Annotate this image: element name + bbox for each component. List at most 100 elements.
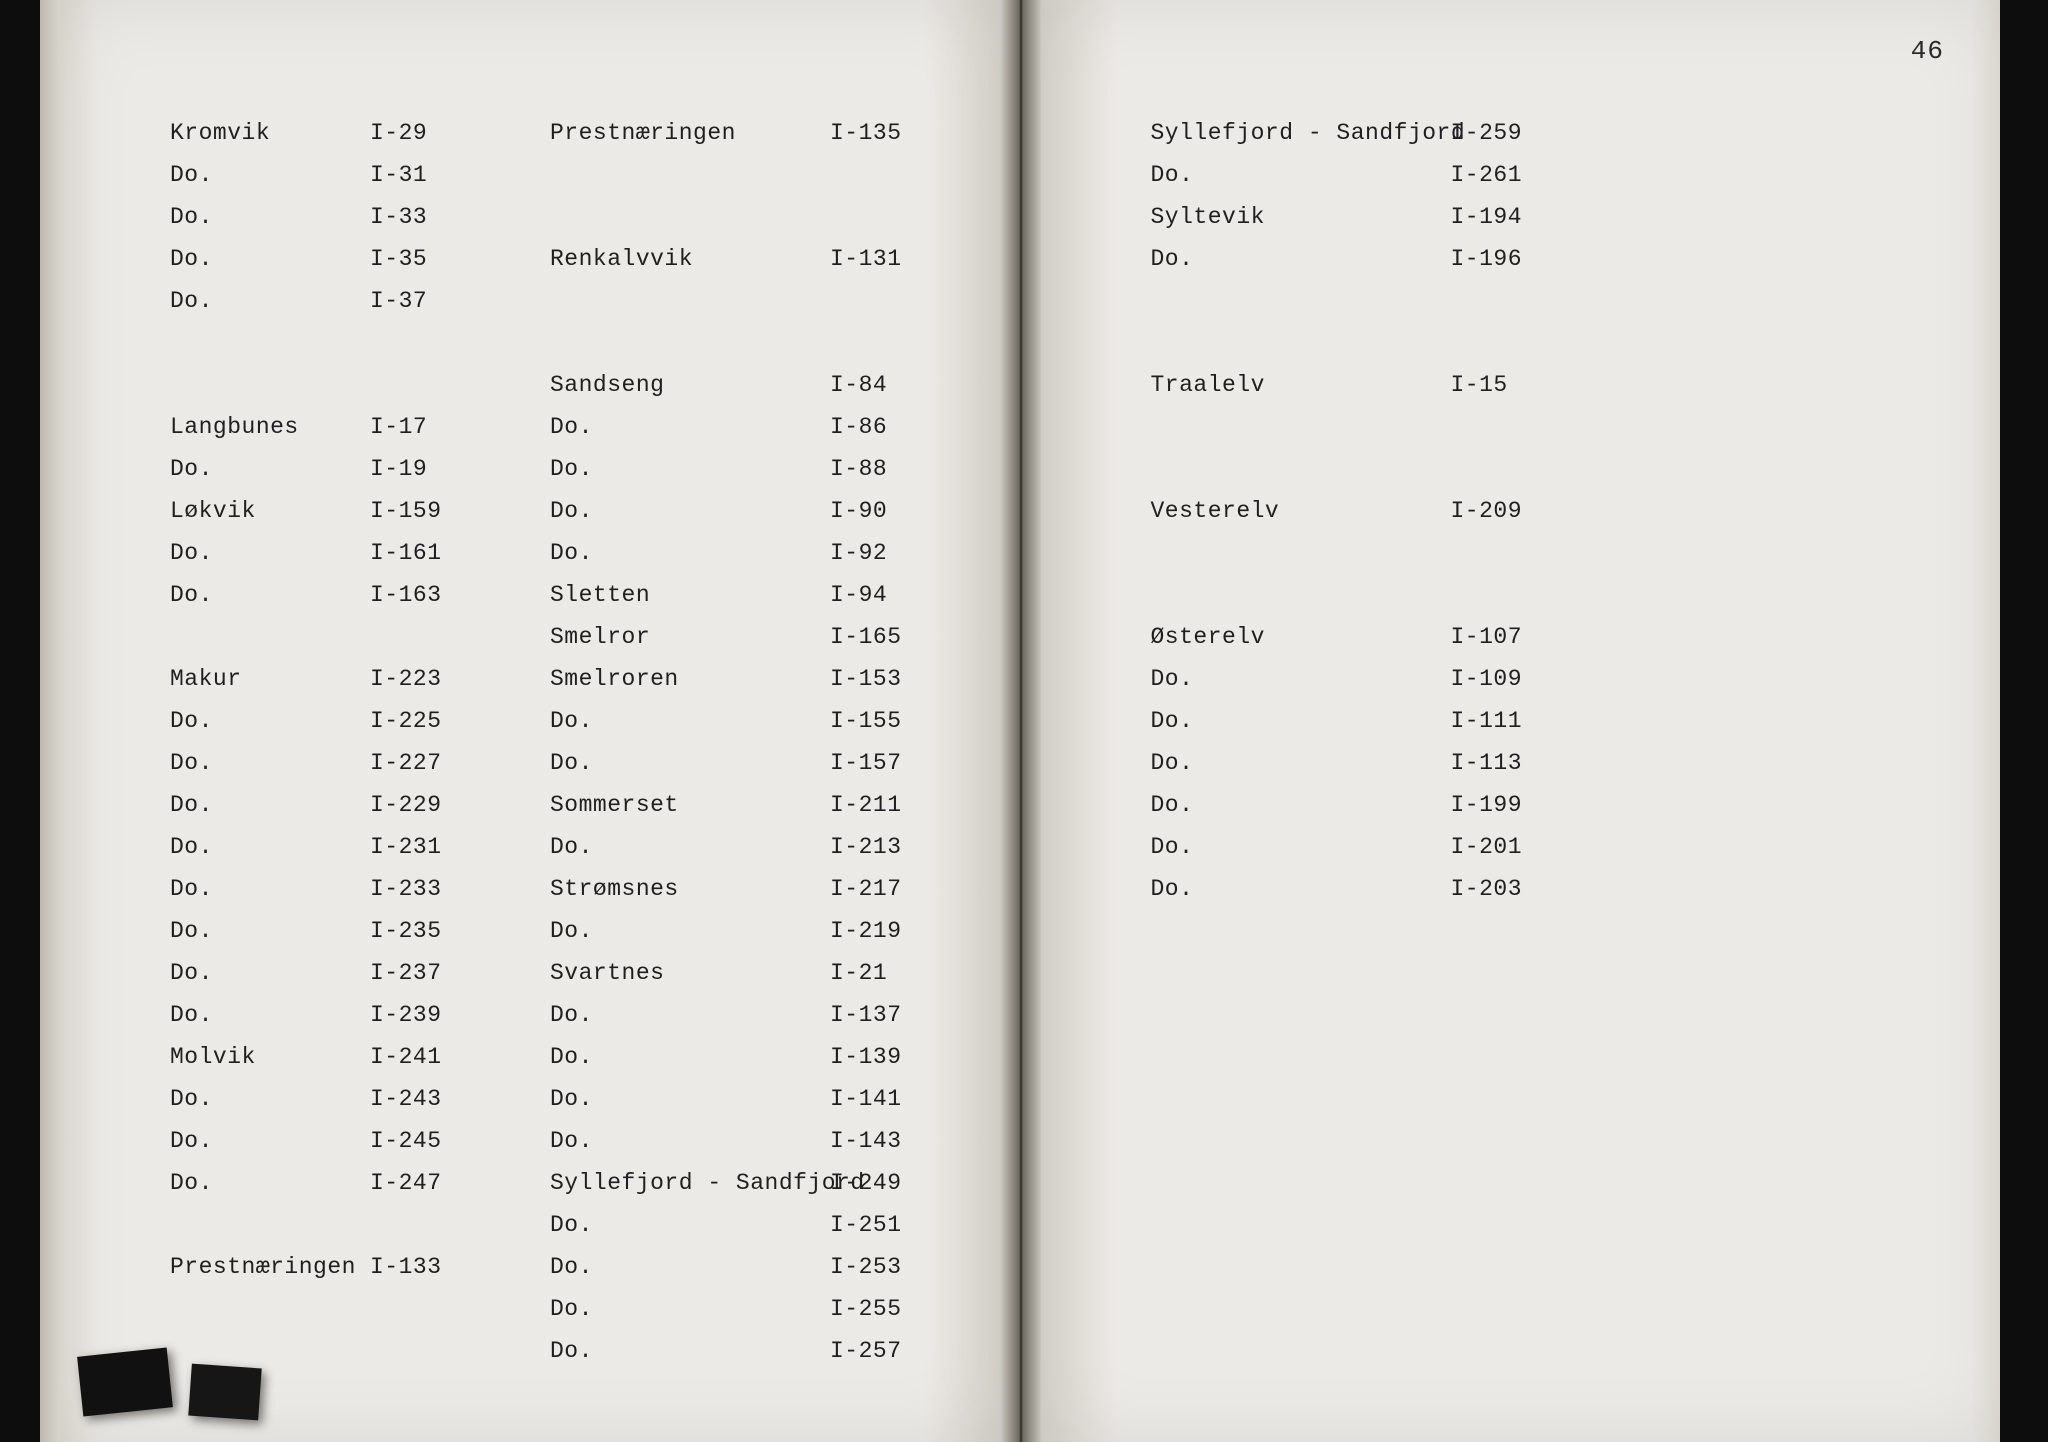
place-name: Do. xyxy=(170,288,370,314)
index-row: Do.I-161 xyxy=(170,540,480,582)
index-code: I-135 xyxy=(830,120,940,146)
index-row: Do.I-237 xyxy=(170,960,480,1002)
index-row: Do.I-203 xyxy=(1151,876,1561,918)
index-code: I-107 xyxy=(1451,624,1561,650)
page-stack-edge xyxy=(40,0,60,1442)
place-name: Do. xyxy=(170,876,370,902)
index-code: I-15 xyxy=(1451,372,1561,398)
index-row: Do.I-113 xyxy=(1151,750,1561,792)
index-code: I-251 xyxy=(830,1212,940,1238)
place-name: Do. xyxy=(550,1002,830,1028)
index-code: I-231 xyxy=(370,834,480,860)
blank-row xyxy=(1151,582,1561,624)
index-row: TraalelvI-15 xyxy=(1151,372,1561,414)
place-name: Syltevik xyxy=(1151,204,1451,230)
index-row: SyltevikI-194 xyxy=(1151,204,1561,246)
index-code: I-247 xyxy=(370,1170,480,1196)
index-code: I-84 xyxy=(830,372,940,398)
index-row: Do.I-229 xyxy=(170,792,480,834)
place-name: Do. xyxy=(550,750,830,776)
index-code: I-113 xyxy=(1451,750,1561,776)
place-name: Kromvik xyxy=(170,120,370,146)
index-row: Do.I-37 xyxy=(170,288,480,330)
index-row: Do.I-253 xyxy=(550,1254,940,1296)
place-name: Do. xyxy=(1151,834,1451,860)
blank-row xyxy=(1151,414,1561,456)
place-name: Do. xyxy=(170,792,370,818)
place-name: Do. xyxy=(170,1086,370,1112)
index-code: I-261 xyxy=(1451,162,1561,188)
index-row: Do.I-201 xyxy=(1151,834,1561,876)
place-name: Do. xyxy=(550,456,830,482)
place-name: Do. xyxy=(1151,666,1451,692)
left-page-content: KromvikI-29Do.I-31Do.I-33Do.I-35Do.I-37L… xyxy=(60,120,1000,1382)
index-code: I-233 xyxy=(370,876,480,902)
place-name: Do. xyxy=(1151,162,1451,188)
place-name: Do. xyxy=(550,1212,830,1238)
index-row: Do.I-213 xyxy=(550,834,940,876)
index-row: VesterelvI-209 xyxy=(1151,498,1561,540)
index-code: I-155 xyxy=(830,708,940,734)
right-page-column-1: Syllefjord - SandfjordI-259Do.I-261Sylte… xyxy=(1151,120,1561,918)
place-name: Do. xyxy=(170,708,370,734)
blank-row xyxy=(550,288,940,330)
blank-row xyxy=(550,330,940,372)
index-row: Do.I-143 xyxy=(550,1128,940,1170)
index-row: Do.I-243 xyxy=(170,1086,480,1128)
index-code: I-157 xyxy=(830,750,940,776)
place-name: Do. xyxy=(170,162,370,188)
place-name: Traalelv xyxy=(1151,372,1451,398)
index-row: Do.I-219 xyxy=(550,918,940,960)
blank-row xyxy=(1151,456,1561,498)
place-name: Do. xyxy=(1151,750,1451,776)
place-name: Do. xyxy=(170,918,370,944)
index-row: Do.I-157 xyxy=(550,750,940,792)
place-name: Do. xyxy=(1151,708,1451,734)
right-page: 46 Syllefjord - SandfjordI-259Do.I-261Sy… xyxy=(1041,0,2001,1442)
place-name: Do. xyxy=(550,918,830,944)
place-name: Do. xyxy=(170,540,370,566)
place-name: Do. xyxy=(170,582,370,608)
index-code: I-133 xyxy=(370,1254,480,1280)
place-name: Sommerset xyxy=(550,792,830,818)
index-code: I-213 xyxy=(830,834,940,860)
index-row: Do.I-86 xyxy=(550,414,940,456)
place-name: Do. xyxy=(550,540,830,566)
index-row: KromvikI-29 xyxy=(170,120,480,162)
index-row: MakurI-223 xyxy=(170,666,480,708)
place-name: Do. xyxy=(550,834,830,860)
index-row: SlettenI-94 xyxy=(550,582,940,624)
index-row: Do.I-255 xyxy=(550,1296,940,1338)
place-name: Do. xyxy=(550,1086,830,1112)
index-row: Do.I-109 xyxy=(1151,666,1561,708)
index-row: Do.I-90 xyxy=(550,498,940,540)
index-code: I-139 xyxy=(830,1044,940,1070)
index-row: Do.I-235 xyxy=(170,918,480,960)
page-number: 46 xyxy=(1911,36,1944,66)
binder-clip xyxy=(188,1364,261,1421)
index-code: I-243 xyxy=(370,1086,480,1112)
index-row: Do.I-33 xyxy=(170,204,480,246)
index-row: SvartnesI-21 xyxy=(550,960,940,1002)
index-row: RenkalvvikI-131 xyxy=(550,246,940,288)
index-code: I-223 xyxy=(370,666,480,692)
index-row: Do.I-233 xyxy=(170,876,480,918)
index-code: I-143 xyxy=(830,1128,940,1154)
blank-row xyxy=(170,330,480,372)
index-row: Do.I-163 xyxy=(170,582,480,624)
index-code: I-86 xyxy=(830,414,940,440)
place-name: Makur xyxy=(170,666,370,692)
book-spread: KromvikI-29Do.I-31Do.I-33Do.I-35Do.I-37L… xyxy=(0,0,2048,1442)
place-name: Vesterelv xyxy=(1151,498,1451,524)
index-code: I-237 xyxy=(370,960,480,986)
index-code: I-90 xyxy=(830,498,940,524)
place-name: Do. xyxy=(1151,876,1451,902)
index-row: Do.I-88 xyxy=(550,456,940,498)
place-name: Do. xyxy=(550,1338,830,1364)
index-row: Syllefjord - SandfjordI-259 xyxy=(1151,120,1561,162)
place-name: Do. xyxy=(550,1254,830,1280)
binder-clip xyxy=(77,1347,173,1416)
index-row: SmelrorenI-153 xyxy=(550,666,940,708)
place-name: Do. xyxy=(550,1128,830,1154)
index-code: I-241 xyxy=(370,1044,480,1070)
